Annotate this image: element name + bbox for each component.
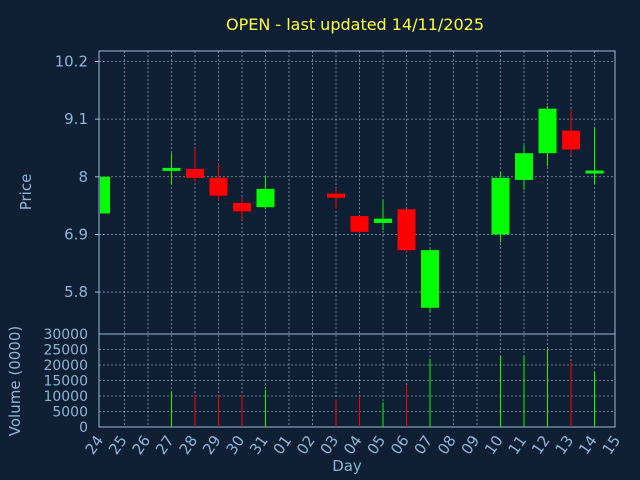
candle-body (162, 167, 181, 171)
price-tick-label: 8 (78, 168, 88, 186)
volume-tick-label: 25000 (43, 343, 88, 359)
x-axis-label: Day (332, 457, 362, 475)
price-tick-label: 6.9 (64, 225, 88, 243)
candle (350, 216, 369, 234)
x-tick-label: 14 (575, 432, 601, 458)
x-tick-label: 11 (505, 432, 531, 458)
x-tick-label: 28 (176, 432, 202, 458)
volume-panel-frame (98, 333, 616, 428)
price-tick-label: 9.1 (64, 110, 88, 128)
x-tick-label: 27 (152, 432, 178, 458)
candle (397, 209, 416, 253)
candle-body (397, 209, 416, 251)
volume-axis-label: Volume (0000) (6, 326, 24, 436)
candle-body (100, 176, 110, 214)
candle-body (186, 168, 204, 178)
volume-bars (171, 349, 595, 427)
volume-tick-label: 30000 (43, 327, 88, 343)
volume-tick-label: 20000 (43, 358, 88, 374)
candle-body (562, 130, 580, 150)
x-tick-label: 02 (293, 432, 319, 458)
candle-body (256, 188, 275, 208)
x-tick-label: 30 (223, 432, 249, 458)
grid (99, 51, 615, 428)
candle (491, 171, 510, 243)
volume-tick-label: 0 (79, 420, 88, 436)
volume-tick-label: 15000 (43, 374, 88, 390)
candle (100, 176, 110, 214)
x-axis: 2425262728293031010203040506070809101112… (82, 432, 625, 458)
candle-body (209, 177, 228, 196)
candle (515, 145, 533, 190)
candle-body (350, 216, 369, 232)
chart-title: OPEN - last updated 14/11/2025 (226, 15, 484, 34)
volume-tick-label: 5000 (52, 405, 88, 421)
x-tick-label: 04 (340, 432, 366, 458)
x-tick-label: 29 (199, 432, 225, 458)
candle (186, 147, 204, 183)
candle (256, 176, 275, 210)
price-axis-label: Price (17, 174, 35, 211)
candle-body (233, 202, 251, 212)
x-tick-label: 26 (129, 432, 155, 458)
x-tick-label: 25 (105, 432, 131, 458)
x-tick-label: 12 (528, 432, 554, 458)
price-panel-frame (98, 50, 616, 335)
candle (374, 200, 392, 231)
candle-body (515, 153, 533, 180)
candle (327, 188, 345, 210)
x-tick-label: 09 (458, 432, 484, 458)
price-axis: 10.2 9.1 8 6.9 5.8 (55, 52, 99, 301)
x-tick-label: 08 (434, 432, 460, 458)
candle (562, 109, 580, 155)
candle (585, 126, 604, 185)
candles (100, 106, 604, 312)
candle-body (421, 250, 439, 308)
candle-body (491, 177, 510, 235)
candle (233, 197, 251, 220)
candle-body (374, 218, 392, 223)
price-tick-label: 5.8 (64, 283, 88, 301)
candle (421, 249, 439, 312)
volume-tick-label: 10000 (43, 389, 88, 405)
candle-body (585, 170, 604, 174)
x-tick-label: 03 (317, 432, 343, 458)
x-tick-label: 13 (552, 432, 578, 458)
candle-body (327, 193, 345, 198)
x-tick-label: 31 (246, 432, 272, 458)
x-tick-label: 06 (387, 432, 413, 458)
candle (162, 153, 181, 185)
x-tick-label: 10 (481, 432, 507, 458)
x-tick-label: 01 (270, 432, 296, 458)
price-tick-label: 10.2 (55, 52, 88, 70)
candle (209, 163, 228, 201)
x-tick-label: 15 (599, 432, 625, 458)
x-tick-label: 05 (364, 432, 390, 458)
x-tick-label: 07 (411, 432, 437, 458)
candle-body (538, 108, 557, 154)
candle (538, 106, 557, 167)
